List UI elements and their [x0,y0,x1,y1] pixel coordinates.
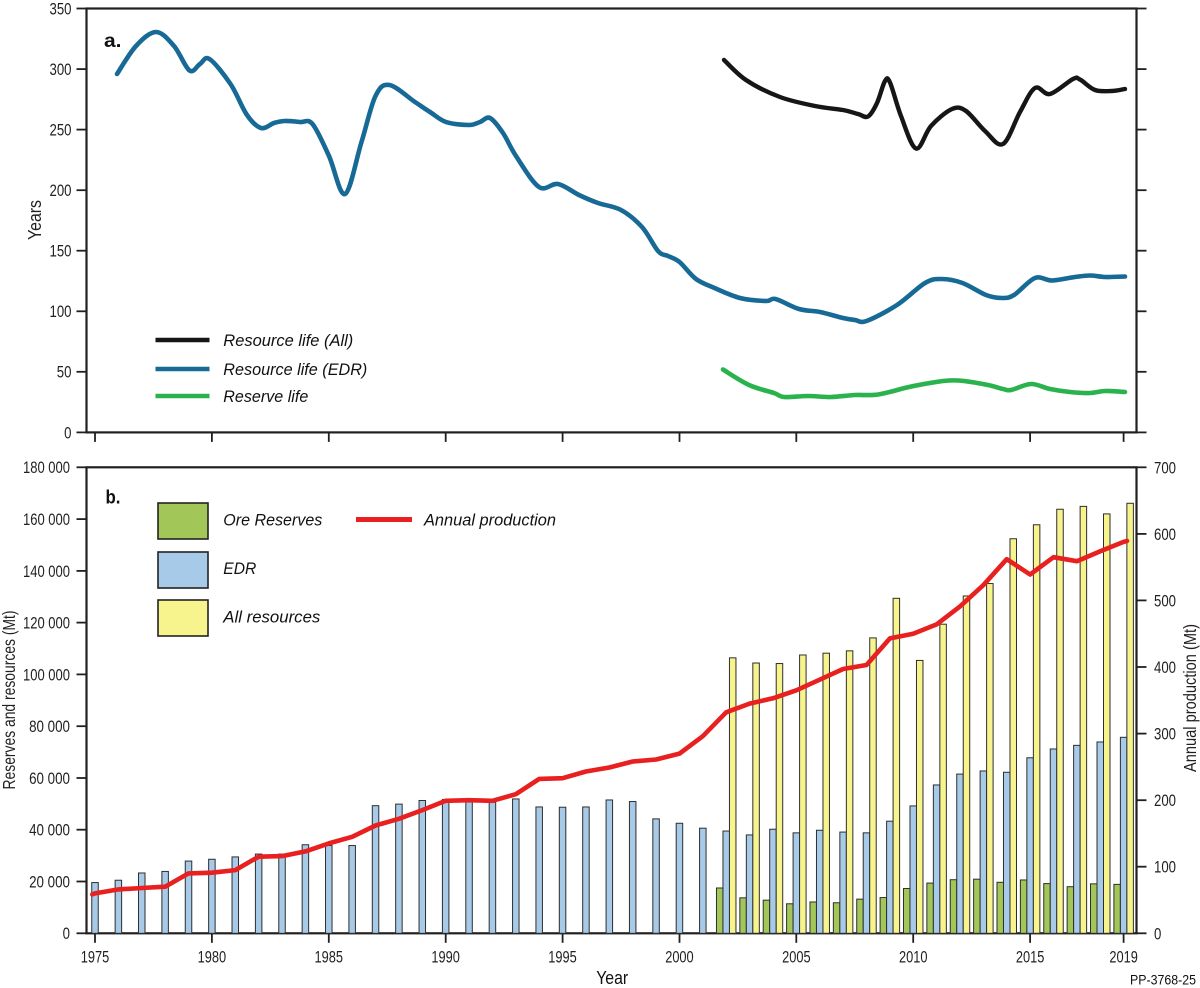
svg-text:1975: 1975 [81,949,110,967]
svg-text:50: 50 [57,364,72,382]
svg-text:1985: 1985 [315,949,344,967]
svg-text:2019: 2019 [1109,949,1138,967]
svg-text:0: 0 [63,925,70,943]
svg-text:40 000: 40 000 [29,822,70,840]
svg-text:Annual production: Annual production [423,511,556,530]
svg-text:Years: Years [25,200,45,240]
svg-text:2005: 2005 [782,949,811,967]
svg-text:80 000: 80 000 [29,718,70,736]
svg-text:2015: 2015 [1016,949,1045,967]
svg-text:1980: 1980 [198,949,227,967]
svg-text:150: 150 [50,243,72,261]
svg-text:250: 250 [50,122,72,140]
svg-text:2010: 2010 [899,949,928,967]
svg-text:160 000: 160 000 [23,511,70,529]
svg-text:All resources: All resources [222,608,320,627]
svg-text:300: 300 [1154,726,1176,744]
svg-text:Annual production (Mt): Annual production (Mt) [1180,624,1200,772]
svg-text:60 000: 60 000 [29,770,70,788]
svg-text:Reserve life: Reserve life [223,387,308,406]
svg-text:500: 500 [1154,592,1176,610]
svg-text:140 000: 140 000 [23,563,70,581]
svg-text:20 000: 20 000 [29,873,70,891]
svg-text:100: 100 [1154,859,1176,877]
svg-text:180 000: 180 000 [23,459,70,477]
svg-text:Resource life (All): Resource life (All) [223,331,353,350]
svg-text:600: 600 [1154,526,1176,544]
svg-text:1995: 1995 [548,949,577,967]
svg-text:350: 350 [50,0,72,18]
svg-text:120 000: 120 000 [23,615,70,633]
svg-text:Resource life (EDR): Resource life (EDR) [223,360,367,379]
svg-text:200: 200 [50,182,72,200]
svg-text:Year: Year [596,968,628,988]
svg-text:1990: 1990 [431,949,460,967]
svg-text:0: 0 [1154,925,1161,943]
svg-text:a.: a. [104,31,122,52]
svg-text:b.: b. [106,488,121,509]
svg-text:300: 300 [50,61,72,79]
svg-text:700: 700 [1154,459,1176,477]
svg-text:100 000: 100 000 [23,666,70,684]
svg-text:200: 200 [1154,792,1176,810]
svg-text:Reserves and resources (Mt): Reserves and resources (Mt) [0,611,19,790]
svg-text:Ore Reserves: Ore Reserves [223,511,322,530]
svg-text:EDR: EDR [223,559,256,578]
svg-text:400: 400 [1154,659,1176,677]
svg-text:100: 100 [50,303,72,321]
svg-text:PP-3768-25: PP-3768-25 [1130,972,1196,987]
svg-text:0: 0 [64,424,71,442]
svg-text:2000: 2000 [665,949,694,967]
